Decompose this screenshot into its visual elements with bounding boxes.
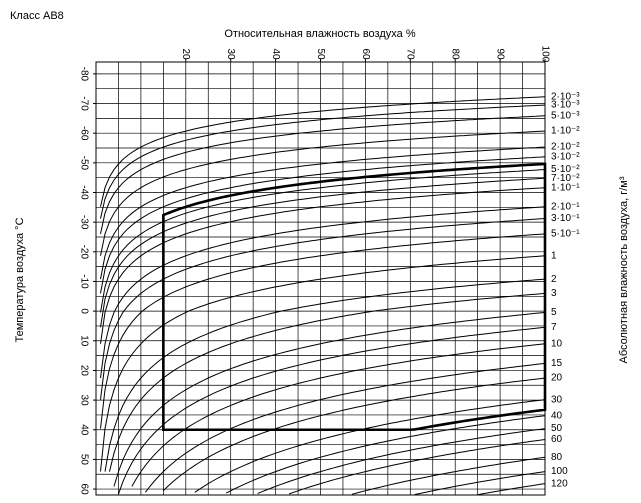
y2-tick-label: 2·10⁻¹ [551, 201, 580, 212]
x-axis-label: Относительная влажность воздуха % [224, 28, 415, 40]
class-boundary [162, 162, 547, 432]
x-tick-label: 60 [360, 48, 371, 60]
x-tick-label: 70 [405, 48, 416, 60]
isoline [414, 471, 546, 495]
y-tick-label: 50 [78, 454, 89, 466]
y2-tick-label: 5·10⁻¹ [551, 229, 580, 240]
y2-tick-label: 60 [551, 434, 563, 445]
y2-tick-label: 3·10⁻¹ [551, 213, 580, 224]
y-tick-label: 40 [78, 424, 89, 436]
x-tick-label: 100 [539, 46, 550, 63]
y2-tick-label: 7·10⁻² [551, 173, 580, 184]
y2-tick-label: 120 [551, 478, 568, 489]
x-tick-label: 90 [494, 48, 505, 60]
y2-axis-label: Абсолютная влажность воздуха, г/м³ [618, 176, 630, 363]
isoline [131, 343, 546, 487]
y2-tick-label: 3·10⁻³ [551, 100, 580, 111]
y-tick-label: -10 [78, 274, 89, 289]
y-tick-label: 30 [78, 395, 89, 407]
isoline [100, 104, 546, 219]
isoline [100, 255, 546, 472]
x-tick-label: 80 [450, 48, 461, 60]
isoline [288, 439, 546, 495]
y2-tick-label: 30 [551, 394, 563, 405]
isoline [118, 326, 546, 495]
y-axis-label: Температура воздуха °C [14, 217, 26, 342]
isoline [100, 206, 546, 379]
x-tick-label: 50 [315, 48, 326, 60]
y2-tick-label: 50 [551, 423, 563, 434]
y2-tick-label: 10 [551, 338, 563, 349]
y2-tick-label: 2·10⁻² [551, 142, 580, 153]
y2-tick-label: 80 [551, 452, 563, 463]
isoline [194, 399, 546, 493]
y2-tick-label: 1·10⁻² [551, 126, 580, 137]
isoline [100, 156, 546, 294]
isoline [257, 428, 546, 495]
y2-tick-label: 15 [551, 358, 563, 369]
y-tick-label: -80 [78, 67, 89, 82]
y2-tick-label: 100 [551, 466, 568, 477]
chart-title: Класс AB8 [10, 10, 64, 22]
isoline [113, 311, 546, 487]
isoline [100, 130, 546, 256]
isoline [100, 96, 546, 207]
x-tick-label: 20 [180, 48, 191, 60]
x-tick-label: 40 [270, 48, 281, 60]
y-tick-label: 20 [78, 365, 89, 377]
y2-tick-label: 5·10⁻² [551, 164, 580, 175]
y2-tick-label: 3·10⁻² [551, 151, 580, 162]
y2-tick-label: 5 [551, 307, 557, 318]
y-tick-label: -30 [78, 215, 89, 230]
isoline [100, 218, 546, 400]
y-tick-label: 60 [78, 484, 89, 496]
y-tick-label: -60 [78, 126, 89, 141]
y-tick-label: -50 [78, 156, 89, 171]
isoline [100, 233, 546, 429]
y2-tick-label: 3 [551, 288, 557, 299]
y2-tick-label: 20 [551, 373, 563, 384]
isoline [100, 115, 546, 235]
y2-tick-label: 1·10⁻¹ [551, 182, 580, 193]
y-tick-label: 10 [78, 335, 89, 347]
isoline [145, 362, 546, 493]
isoline [100, 169, 546, 313]
y-tick-label: -70 [78, 96, 89, 111]
isoline [351, 456, 546, 495]
isoline [225, 415, 546, 494]
y2-tick-label: 2 [551, 274, 557, 285]
y2-tick-label: 1 [551, 250, 557, 261]
isoline [100, 177, 546, 328]
y-tick-label: -40 [78, 185, 89, 200]
y-tick-label: -20 [78, 245, 89, 260]
y-tick-label: 0 [78, 308, 89, 314]
isoline [104, 278, 546, 472]
isoline [477, 483, 546, 496]
isoline [100, 146, 546, 280]
x-tick-label: 30 [225, 48, 236, 60]
y2-tick-label: 2·10⁻³ [551, 91, 580, 102]
y2-tick-label: 7 [551, 322, 557, 333]
y2-tick-label: 5·10⁻³ [551, 110, 580, 121]
isoline [162, 377, 546, 492]
isoline [100, 187, 546, 344]
isoline [109, 292, 546, 472]
y2-tick-label: 40 [551, 410, 563, 421]
